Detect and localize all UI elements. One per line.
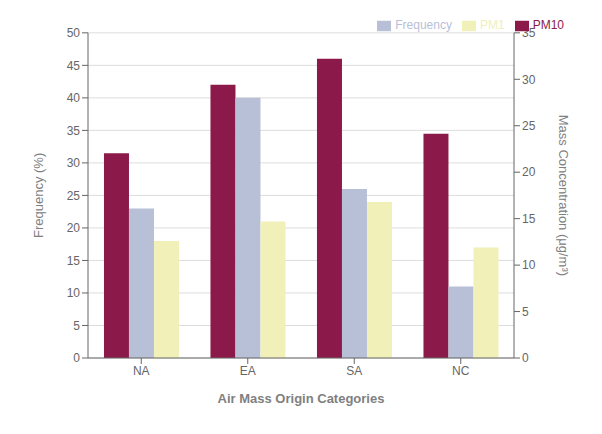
svg-text:30: 30 <box>522 73 536 87</box>
svg-text:35: 35 <box>67 124 81 138</box>
svg-text:0: 0 <box>522 351 529 365</box>
svg-text:Mass Concentration (μg/m³): Mass Concentration (μg/m³) <box>556 115 571 276</box>
svg-text:NC: NC <box>452 364 470 378</box>
html-text:Frequency: Frequency <box>395 18 452 32</box>
svg-text:20: 20 <box>522 165 536 179</box>
svg-text:40: 40 <box>67 91 81 105</box>
svg-text:20: 20 <box>67 221 81 235</box>
html-text:PM10: PM10 <box>532 18 564 32</box>
svg-text:10: 10 <box>522 258 536 272</box>
svg-text:30: 30 <box>67 156 81 170</box>
svg-text:50: 50 <box>67 26 81 40</box>
svg-text:SA: SA <box>346 364 362 378</box>
svg-text:5: 5 <box>73 319 80 333</box>
svg-text:15: 15 <box>67 254 81 268</box>
svg-text:10: 10 <box>67 286 81 300</box>
svg-text:0: 0 <box>73 351 80 365</box>
svg-text:45: 45 <box>67 59 81 73</box>
svg-text:25: 25 <box>522 119 536 133</box>
svg-text:EA: EA <box>240 364 256 378</box>
svg-text:35: 35 <box>522 26 536 40</box>
svg-text:5: 5 <box>522 305 529 319</box>
svg-text:Air Mass Origin Categories: Air Mass Origin Categories <box>218 391 385 406</box>
svg-text:15: 15 <box>522 212 536 226</box>
svg-text:Frequency (%): Frequency (%) <box>31 153 46 238</box>
svg-text:25: 25 <box>67 189 81 203</box>
html-text:PM1: PM1 <box>480 18 505 32</box>
svg-text:NA: NA <box>133 364 150 378</box>
